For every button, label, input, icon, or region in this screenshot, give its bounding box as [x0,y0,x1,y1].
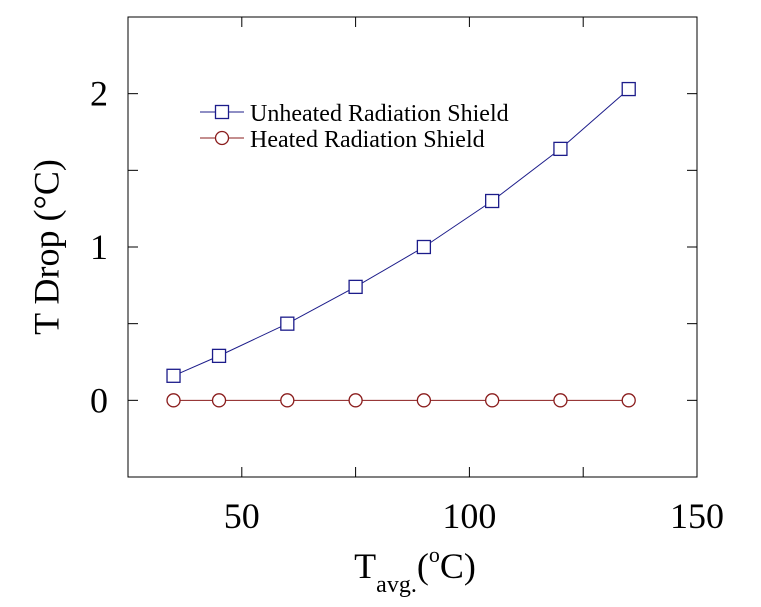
x-label-superscript: o [429,542,440,567]
marker [280,393,295,408]
marker [211,393,227,408]
marker [166,393,181,408]
x-tick-label: 100 [442,496,496,536]
legend-label: Unheated Radiation Shield [250,101,509,127]
marker [621,393,636,408]
y-tick-label: 2 [90,74,108,114]
x-axis-label: Tavg.(oC) [354,542,476,598]
marker [416,239,432,255]
x-label-subscript: avg. [376,572,417,598]
marker [280,316,295,331]
marker [166,368,181,383]
x-tick-label: 50 [224,496,260,536]
x-label-close: C) [440,546,476,586]
marker [348,279,363,295]
y-tick-label: 0 [90,380,108,420]
marker [553,393,568,408]
marker [621,81,636,97]
marker [485,193,500,209]
y-tick-label: 1 [90,227,108,267]
x-label-base: T [354,546,376,586]
plot-frame [127,16,698,478]
marker [485,393,500,408]
y-axis-label: T Drop (°C) [26,159,66,335]
legend-label: Heated Radiation Shield [250,127,485,153]
legend-marker [214,104,230,120]
series-line [173,88,630,377]
x-label-open: ( [417,546,429,586]
marker [211,348,227,364]
x-tick-label: 150 [670,496,724,536]
marker [348,393,363,408]
marker [553,141,568,157]
legend-marker [214,130,230,146]
marker [416,393,432,408]
